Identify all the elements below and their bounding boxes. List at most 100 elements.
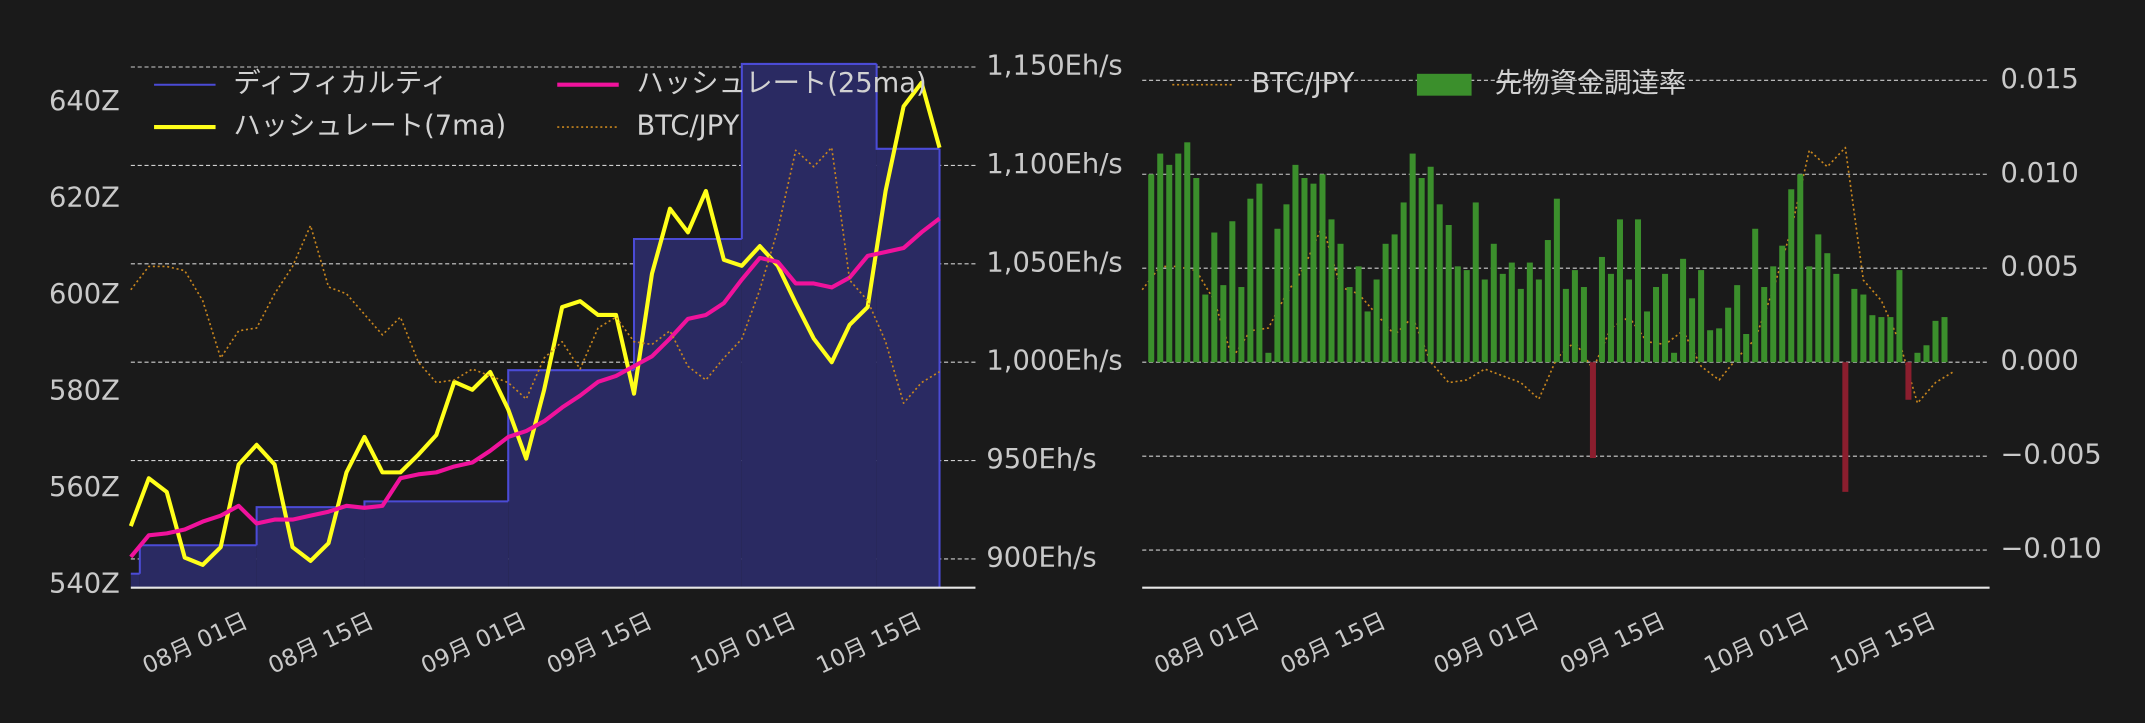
- bar: [1562, 288, 1569, 363]
- legend-swatch: [1416, 73, 1472, 96]
- bar: [1175, 153, 1182, 363]
- bar: [1941, 317, 1948, 363]
- bar: [1698, 270, 1705, 363]
- y-tick-label: −0.010: [2001, 534, 2102, 565]
- y-tick-label: 540Z: [49, 568, 120, 599]
- bar: [1716, 328, 1723, 363]
- bar: [1481, 279, 1488, 363]
- bar: [1328, 219, 1335, 363]
- y-tick-label: 640Z: [49, 86, 120, 117]
- line-series: [130, 146, 940, 404]
- bar: [1797, 174, 1804, 363]
- bar: [1815, 234, 1822, 363]
- difficulty-step: [632, 237, 742, 371]
- bar: [1905, 362, 1912, 400]
- difficulty-step: [363, 500, 509, 508]
- bar: [1634, 219, 1642, 363]
- bar: [1400, 202, 1407, 363]
- bar: [1544, 240, 1551, 363]
- difficulty-area: [364, 501, 509, 588]
- bar: [1373, 279, 1380, 363]
- line-series: [129, 216, 941, 559]
- bar: [1743, 333, 1750, 363]
- bar: [1833, 273, 1840, 363]
- legend-label: ハッシュレート(7ma): [233, 111, 506, 142]
- bar: [1463, 270, 1470, 363]
- bar: [1265, 352, 1272, 363]
- difficulty-area: [508, 370, 635, 588]
- bar: [1436, 204, 1443, 363]
- bar: [1770, 266, 1777, 363]
- bar: [1157, 153, 1164, 363]
- bar: [1256, 183, 1263, 363]
- bar: [1355, 266, 1362, 363]
- bar: [1337, 243, 1344, 363]
- difficulty-step: [740, 62, 877, 239]
- bar: [1571, 270, 1578, 363]
- y-tick-label: 1,050Eh/s: [986, 247, 1122, 278]
- bar: [1499, 273, 1506, 363]
- bar: [1662, 273, 1669, 363]
- difficulty-step: [875, 63, 940, 150]
- y-tick-label: −0.005: [2001, 440, 2102, 471]
- bar: [1418, 178, 1425, 363]
- bar: [1580, 287, 1587, 363]
- y-tick-label: 600Z: [49, 279, 120, 310]
- bar: [1680, 258, 1687, 363]
- bar: [1842, 362, 1849, 492]
- bar: [1932, 320, 1939, 363]
- legend-label: ハッシュレート(25ma): [637, 68, 927, 99]
- bar: [1184, 142, 1191, 363]
- bar: [1346, 287, 1353, 363]
- y-tick-label: 1,100Eh/s: [986, 149, 1122, 180]
- bar: [1445, 224, 1452, 363]
- bar: [1427, 166, 1434, 363]
- bar: [1869, 315, 1876, 363]
- bar: [1238, 287, 1245, 363]
- bar: [1860, 294, 1867, 363]
- y-tick-label: 0.015: [2001, 64, 2079, 95]
- bar: [1274, 228, 1281, 363]
- bar: [1851, 288, 1858, 363]
- bar: [1166, 164, 1173, 363]
- bar: [1644, 311, 1651, 363]
- bar: [1824, 253, 1831, 363]
- difficulty-area: [130, 573, 140, 588]
- bar: [1653, 287, 1660, 363]
- y-tick-label: 620Z: [49, 182, 120, 213]
- legend-label: BTC/JPY: [1252, 68, 1355, 99]
- bar: [1301, 178, 1308, 363]
- bar: [1391, 234, 1398, 363]
- bar: [1490, 243, 1497, 363]
- bar: [1472, 202, 1479, 363]
- y-tick-label: 1,000Eh/s: [986, 346, 1122, 377]
- y-tick-label: 0.010: [2001, 158, 2079, 189]
- bar: [1625, 279, 1632, 363]
- y-tick-label: 950Eh/s: [986, 444, 1096, 475]
- bar: [1671, 352, 1678, 363]
- bar: [1761, 287, 1768, 363]
- legend-label: BTC/JPY: [637, 111, 740, 142]
- bar: [1752, 228, 1759, 363]
- bar: [1535, 279, 1542, 363]
- difficulty-area: [139, 545, 257, 588]
- bar: [1454, 266, 1461, 363]
- bar: [1148, 174, 1155, 363]
- bar: [1409, 153, 1416, 363]
- y-tick-label: 900Eh/s: [986, 542, 1096, 573]
- bar: [1220, 285, 1227, 363]
- bar: [1598, 256, 1605, 363]
- bar: [1887, 317, 1894, 363]
- y-tick-label: 1,150Eh/s: [986, 51, 1122, 82]
- bar: [1896, 270, 1903, 363]
- y-tick-label: 0.005: [2001, 252, 2079, 283]
- y-tick-label: 0.000: [2001, 346, 2079, 377]
- difficulty-area: [876, 148, 940, 588]
- bar: [1914, 352, 1921, 363]
- bar: [1607, 273, 1614, 363]
- bar: [1725, 307, 1732, 363]
- bar: [1878, 317, 1885, 363]
- bar: [1247, 198, 1254, 363]
